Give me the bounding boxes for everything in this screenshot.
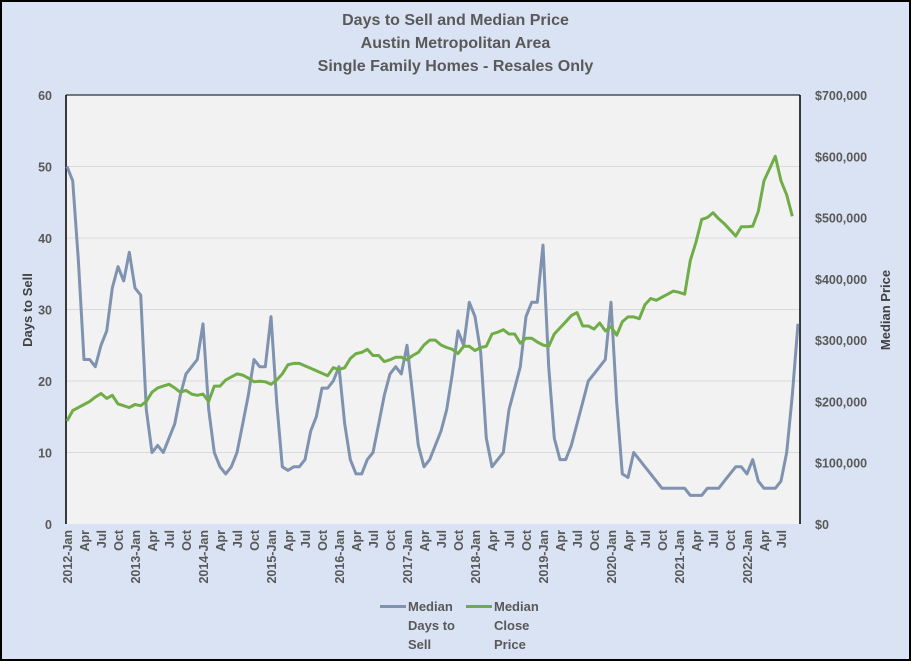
x-tick-label: Jul xyxy=(707,530,721,548)
y-tick-label: 60 xyxy=(38,89,52,103)
x-tick-label: 2019-Jan xyxy=(537,530,551,584)
x-tick-label: 2015-Jan xyxy=(265,530,279,584)
y2-tick-label: $0 xyxy=(815,518,829,532)
y2-tick-label: $400,000 xyxy=(815,273,867,287)
x-tick-label: 2016-Jan xyxy=(333,530,347,584)
x-tick-label: Oct xyxy=(452,529,466,551)
x-tick-label: 2012-Jan xyxy=(61,530,75,584)
x-tick-label: Oct xyxy=(588,529,602,551)
x-tick-label: Apr xyxy=(146,530,160,552)
x-tick-label: 2021-Jan xyxy=(673,530,687,584)
x-tick-label: Oct xyxy=(384,529,398,551)
x-tick-label: Apr xyxy=(282,530,296,552)
x-tick-label: Apr xyxy=(554,530,568,552)
legend-label-line: Days to xyxy=(408,618,455,633)
x-tick-label: Jul xyxy=(775,530,789,548)
legend-item-days: Median Days to Sell xyxy=(380,597,455,654)
x-tick-label: Jul xyxy=(231,530,245,548)
y2-tick-label: $100,000 xyxy=(815,457,867,471)
y-axis-title: Days to Sell xyxy=(20,273,35,347)
x-tick-label: Jul xyxy=(639,530,653,548)
x-tick-label: Apr xyxy=(214,530,228,552)
y-tick-label: 30 xyxy=(38,304,52,318)
x-tick-label: Apr xyxy=(758,530,772,552)
series-line-days-to-sell xyxy=(65,165,800,497)
y-tick-label: 40 xyxy=(38,232,52,246)
x-tick-label: Apr xyxy=(78,530,92,552)
y2-tick-label: $600,000 xyxy=(815,150,867,164)
chart-subtitle-1: Austin Metropolitan Area xyxy=(360,35,551,52)
x-tick-label: Apr xyxy=(418,530,432,552)
y2-axis-title: Median Price xyxy=(878,270,893,350)
series-line-median-price xyxy=(65,154,794,422)
legend-swatch-price xyxy=(466,605,492,608)
chart-title: Days to Sell and Median Price xyxy=(342,12,569,29)
y-tick-label: 0 xyxy=(45,518,52,532)
x-tick-label: 2017-Jan xyxy=(401,530,415,584)
x-tick-label: Apr xyxy=(622,530,636,552)
x-tick-label: Oct xyxy=(180,529,194,551)
x-tick-label: 2014-Jan xyxy=(197,530,211,584)
x-tick-label: Jul xyxy=(95,530,109,548)
x-tick-label: Oct xyxy=(724,529,738,551)
y2-tick-label: $300,000 xyxy=(815,334,867,348)
x-tick-label: Jul xyxy=(367,530,381,548)
x-tick-label: Apr xyxy=(690,530,704,552)
x-tick-label: 2013-Jan xyxy=(129,530,143,584)
x-tick-label: Jul xyxy=(571,530,585,548)
legend-label-line: Median xyxy=(408,599,453,614)
y-tick-label: 20 xyxy=(38,375,52,389)
y2-tick-label: $700,000 xyxy=(815,89,867,103)
x-tick-label: 2020-Jan xyxy=(605,530,619,584)
x-tick-label: Oct xyxy=(656,529,670,551)
x-tick-label: 2022-Jan xyxy=(741,530,755,584)
x-tick-label: Jul xyxy=(299,530,313,548)
x-tick-label: Jul xyxy=(503,530,517,548)
legend-item-price: Median Close Price xyxy=(466,597,539,654)
legend-label-line: Median xyxy=(494,599,539,614)
chart-subtitle-2: Single Family Homes - Resales Only xyxy=(317,58,594,75)
x-tick-label: Oct xyxy=(112,529,126,551)
y-tick-label: 10 xyxy=(38,447,52,461)
x-tick-label: Oct xyxy=(248,529,262,551)
x-tick-label: Jul xyxy=(163,530,177,548)
x-tick-label: 2018-Jan xyxy=(469,530,483,584)
x-tick-label: Apr xyxy=(486,530,500,552)
x-tick-label: Apr xyxy=(350,530,364,552)
legend-label-line: Sell xyxy=(408,637,432,652)
legend-swatch-days xyxy=(380,605,406,608)
y2-tick-label: $500,000 xyxy=(815,212,867,226)
legend-label-line: Close xyxy=(494,618,530,633)
y-tick-label: 50 xyxy=(38,161,52,175)
x-tick-label: Oct xyxy=(316,529,330,551)
x-tick-label: Oct xyxy=(520,529,534,551)
legend-label-line: Price xyxy=(494,637,526,652)
x-tick-label: Jul xyxy=(435,530,449,548)
y2-tick-label: $200,000 xyxy=(815,395,867,409)
